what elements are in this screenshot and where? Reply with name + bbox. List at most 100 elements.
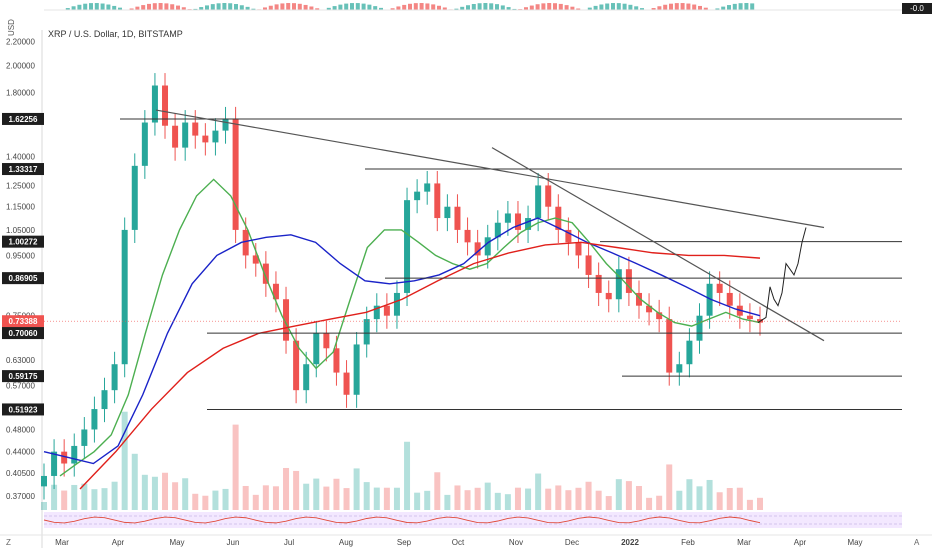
macd-histogram-bar — [501, 5, 505, 10]
macd-histogram-bar — [559, 4, 563, 10]
volume-bar — [717, 492, 723, 510]
price-label: 1.00272 — [9, 238, 38, 247]
y-tick-label: 1.05000 — [6, 226, 35, 235]
volume-bar — [656, 496, 662, 510]
volume-bar — [71, 485, 77, 510]
candle — [162, 86, 168, 126]
y-tick-label: 1.80000 — [6, 88, 35, 97]
macd-histogram-bar — [101, 4, 105, 10]
macd-histogram-bar — [478, 3, 482, 10]
volume-bar — [586, 482, 592, 510]
volume-bar — [424, 491, 430, 510]
x-tick-label: Mar — [737, 538, 751, 547]
macd-histogram-bar — [547, 3, 551, 10]
x-tick-label: May — [169, 538, 184, 547]
macd-histogram-bar — [176, 6, 180, 10]
candle — [545, 185, 551, 206]
macd-histogram-bar — [309, 6, 313, 10]
macd-histogram-bar — [553, 3, 557, 10]
volume-bar — [394, 488, 400, 510]
candle — [233, 119, 239, 230]
chart-title: XRP / U.S. Dollar, 1D, BITSTAMP — [48, 29, 183, 39]
candle — [676, 364, 682, 372]
macd-histogram-bar — [164, 3, 168, 10]
macd-histogram-bar — [466, 5, 470, 10]
macd-histogram-bar — [338, 5, 342, 10]
candle — [364, 319, 370, 344]
macd-histogram-bar — [431, 4, 435, 10]
volume-bar — [354, 468, 360, 510]
macd-histogram-bar — [77, 5, 81, 10]
volume-bar — [636, 486, 642, 510]
candle — [81, 429, 87, 445]
macd-histogram-bar — [147, 4, 151, 10]
candle — [223, 119, 229, 130]
volume-bar — [313, 479, 319, 510]
volume-bar — [444, 495, 450, 510]
candle — [132, 166, 138, 230]
macd-histogram-bar — [333, 6, 337, 10]
volume-bar — [273, 486, 279, 510]
candle — [41, 476, 47, 486]
macd-histogram-bar — [739, 3, 743, 10]
rsi-panel — [44, 512, 902, 528]
macd-histogram-bar — [425, 3, 429, 10]
x-tick-label: Jul — [284, 538, 294, 547]
macd-histogram-bar — [159, 3, 163, 10]
macd-histogram-bar — [669, 4, 673, 10]
volume-bar — [737, 488, 743, 510]
volume-bar — [384, 488, 390, 510]
candle — [212, 131, 218, 143]
macd-histogram-bar — [605, 4, 609, 10]
volume-bar — [404, 442, 410, 510]
macd-histogram-bar — [733, 4, 737, 10]
volume-bar — [192, 494, 198, 510]
volume-bar — [182, 478, 188, 510]
volume-bar — [485, 483, 491, 510]
candle — [384, 306, 390, 316]
macd-histogram-bar — [681, 3, 685, 10]
candle — [91, 409, 97, 429]
macd-histogram-bar — [153, 3, 157, 10]
macd-histogram-bar — [617, 3, 621, 10]
volume-bar — [212, 491, 218, 510]
volume-bar — [333, 479, 339, 510]
candle — [102, 390, 108, 409]
candle — [142, 123, 148, 166]
volume-bar — [626, 481, 632, 510]
volume-bar — [465, 490, 471, 510]
macd-histogram-bar — [106, 5, 110, 10]
macd-histogram-bar — [269, 6, 273, 10]
volume-bar — [646, 498, 652, 510]
volume-bar — [303, 484, 309, 510]
macd-histogram-bar — [414, 3, 418, 10]
macd-histogram-bar — [698, 6, 702, 10]
candle — [696, 316, 702, 341]
macd-histogram-bar — [721, 7, 725, 10]
macd-histogram-bar — [72, 6, 76, 10]
candle — [505, 213, 511, 222]
volume-bar — [616, 479, 622, 510]
macd-histogram-bar — [350, 3, 354, 10]
price-label: 0.86905 — [9, 274, 38, 283]
macd-histogram-bar — [89, 3, 93, 10]
volume-bar — [727, 488, 733, 510]
volume-bar — [162, 473, 168, 510]
volume-bar — [132, 454, 138, 510]
macd-histogram-bar — [402, 5, 406, 10]
volume-bar — [61, 491, 67, 510]
macd-histogram-bar — [472, 4, 476, 10]
x-tick-label: Nov — [509, 538, 523, 547]
macd-histogram-bar — [744, 3, 748, 10]
candle — [454, 207, 460, 230]
volume-bar — [91, 489, 97, 510]
macd-histogram-bar — [280, 3, 284, 10]
volume-bar — [575, 488, 581, 510]
macd-histogram-bar — [530, 6, 534, 10]
x-tick-label: Apr — [794, 538, 807, 547]
macd-histogram-bar — [356, 3, 360, 10]
auto-scale-icon[interactable]: A — [914, 538, 920, 547]
volume-bar — [545, 489, 551, 510]
candle — [424, 183, 430, 191]
volume-bar — [243, 486, 249, 510]
